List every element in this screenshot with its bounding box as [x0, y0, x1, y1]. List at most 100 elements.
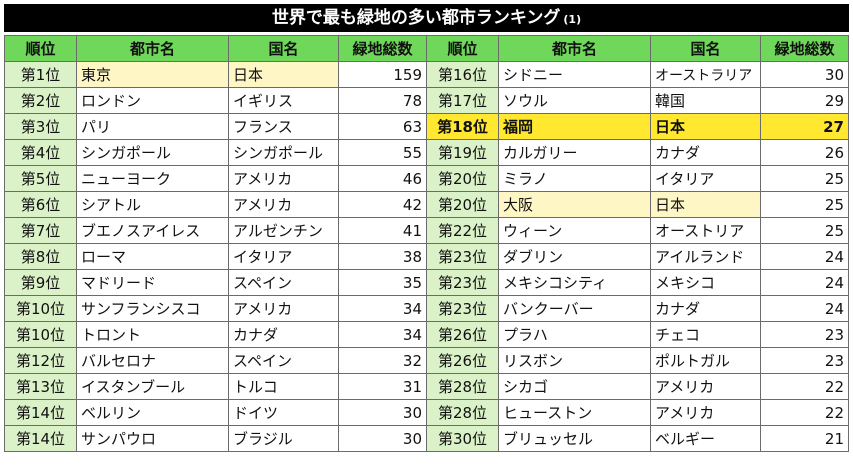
- rank-cell: 第16位: [426, 61, 499, 88]
- count-cell: 63: [338, 113, 427, 140]
- country-cell: アメリカ: [228, 165, 339, 192]
- country-cell: カナダ: [650, 139, 761, 166]
- rank-cell: 第23位: [426, 295, 499, 322]
- city-cell: パリ: [76, 113, 229, 140]
- rank-cell: 第20位: [426, 165, 499, 192]
- count-cell: 38: [338, 243, 427, 270]
- country-cell: アメリカ: [228, 191, 339, 218]
- count-cell: 22: [760, 399, 849, 426]
- count-cell: 35: [338, 269, 427, 296]
- country-cell: アルゼンチン: [228, 217, 339, 244]
- header-country-right: 国名: [650, 35, 761, 62]
- count-cell: 34: [338, 321, 427, 348]
- count-cell: 25: [760, 217, 849, 244]
- city-cell: ブエノスアイレス: [76, 217, 229, 244]
- rank-cell: 第28位: [426, 373, 499, 400]
- country-cell: イギリス: [228, 87, 339, 114]
- city-cell: マドリード: [76, 269, 229, 296]
- header-count-left: 緑地総数: [338, 35, 427, 62]
- rank-cell: 第2位: [4, 87, 77, 114]
- city-cell: ローマ: [76, 243, 229, 270]
- city-cell: シドニー: [498, 61, 651, 88]
- country-cell: イタリア: [228, 243, 339, 270]
- rank-cell: 第5位: [4, 165, 77, 192]
- table-row: 第9位 マドリード スペイン 35 第23位 メキシコシティ メキシコ 24: [4, 269, 849, 296]
- country-cell: アメリカ: [228, 295, 339, 322]
- country-cell: 日本: [228, 61, 339, 88]
- count-cell: 30: [338, 399, 427, 426]
- city-cell: ロンドン: [76, 87, 229, 114]
- rank-cell: 第4位: [4, 139, 77, 166]
- city-cell: 東京: [76, 61, 229, 88]
- rank-cell: 第30位: [426, 425, 499, 452]
- count-cell: 25: [760, 191, 849, 218]
- count-cell: 42: [338, 191, 427, 218]
- table-title-suffix: (1): [563, 13, 582, 26]
- city-cell: サンパウロ: [76, 425, 229, 452]
- city-cell: プラハ: [498, 321, 651, 348]
- table-row: 第7位 ブエノスアイレス アルゼンチン 41 第22位 ウィーン オーストリア …: [4, 217, 849, 244]
- city-cell: ミラノ: [498, 165, 651, 192]
- city-cell: バルセロナ: [76, 347, 229, 374]
- header-row: 順位 都市名 国名 緑地総数 順位 都市名 国名 緑地総数: [4, 35, 849, 62]
- header-rank-right: 順位: [426, 35, 499, 62]
- rank-cell: 第13位: [4, 373, 77, 400]
- country-cell: 韓国: [650, 87, 761, 114]
- table-row: 第3位 パリ フランス 63 第18位 福岡 日本 27: [4, 113, 849, 140]
- table-row: 第14位 ベルリン ドイツ 30 第28位 ヒューストン アメリカ 22: [4, 399, 849, 426]
- count-cell: 159: [338, 61, 427, 88]
- country-cell: アイルランド: [650, 243, 761, 270]
- table-row: 第14位 サンパウロ ブラジル 30 第30位 ブリュッセル ベルギー 21: [4, 425, 849, 452]
- count-cell: 41: [338, 217, 427, 244]
- rank-cell: 第23位: [426, 243, 499, 270]
- count-cell-highlighted: 27: [760, 113, 849, 140]
- count-cell: 30: [338, 425, 427, 452]
- country-cell: ポルトガル: [650, 347, 761, 374]
- city-cell: ニューヨーク: [76, 165, 229, 192]
- country-cell: アメリカ: [650, 373, 761, 400]
- rank-cell: 第10位: [4, 295, 77, 322]
- rank-cell: 第26位: [426, 321, 499, 348]
- city-cell: シカゴ: [498, 373, 651, 400]
- header-rank-left: 順位: [4, 35, 77, 62]
- count-cell: 46: [338, 165, 427, 192]
- country-cell: スペイン: [228, 269, 339, 296]
- table-row: 第13位 イスタンブール トルコ 31 第28位 シカゴ アメリカ 22: [4, 373, 849, 400]
- count-cell: 31: [338, 373, 427, 400]
- country-cell: カナダ: [228, 321, 339, 348]
- city-cell: ブリュッセル: [498, 425, 651, 452]
- country-cell: スペイン: [228, 347, 339, 374]
- count-cell: 30: [760, 61, 849, 88]
- country-cell: オーストラリア: [650, 61, 761, 88]
- table-title-bar: 世界で最も緑地の多い都市ランキング (1): [4, 4, 849, 32]
- city-cell: カルガリー: [498, 139, 651, 166]
- table-row: 第1位 東京 日本 159 第16位 シドニー オーストラリア 30: [4, 61, 849, 88]
- country-cell: チェコ: [650, 321, 761, 348]
- rank-cell: 第12位: [4, 347, 77, 374]
- city-cell: トロント: [76, 321, 229, 348]
- table-row: 第6位 シアトル アメリカ 42 第20位 大阪 日本 25: [4, 191, 849, 218]
- table-row: 第12位 バルセロナ スペイン 32 第26位 リスボン ポルトガル 23: [4, 347, 849, 374]
- table-row: 第4位 シンガポール シンガポール 55 第19位 カルガリー カナダ 26: [4, 139, 849, 166]
- count-cell: 29: [760, 87, 849, 114]
- rank-cell: 第10位: [4, 321, 77, 348]
- rank-cell: 第7位: [4, 217, 77, 244]
- count-cell: 22: [760, 373, 849, 400]
- header-city-left: 都市名: [76, 35, 229, 62]
- header-city-right: 都市名: [498, 35, 651, 62]
- country-cell-highlighted: 日本: [650, 113, 761, 140]
- rank-cell: 第3位: [4, 113, 77, 140]
- count-cell: 34: [338, 295, 427, 322]
- ranking-table: 順位 都市名 国名 緑地総数 順位 都市名 国名 緑地総数 第1位 東京 日本 …: [4, 35, 849, 452]
- city-cell: バンクーバー: [498, 295, 651, 322]
- city-cell-highlighted: 福岡: [498, 113, 651, 140]
- city-cell: シアトル: [76, 191, 229, 218]
- rank-cell: 第22位: [426, 217, 499, 244]
- country-cell: シンガポール: [228, 139, 339, 166]
- city-cell: ヒューストン: [498, 399, 651, 426]
- rank-cell: 第9位: [4, 269, 77, 296]
- country-cell: アメリカ: [650, 399, 761, 426]
- rank-cell: 第6位: [4, 191, 77, 218]
- count-cell: 23: [760, 347, 849, 374]
- city-cell: 大阪: [498, 191, 651, 218]
